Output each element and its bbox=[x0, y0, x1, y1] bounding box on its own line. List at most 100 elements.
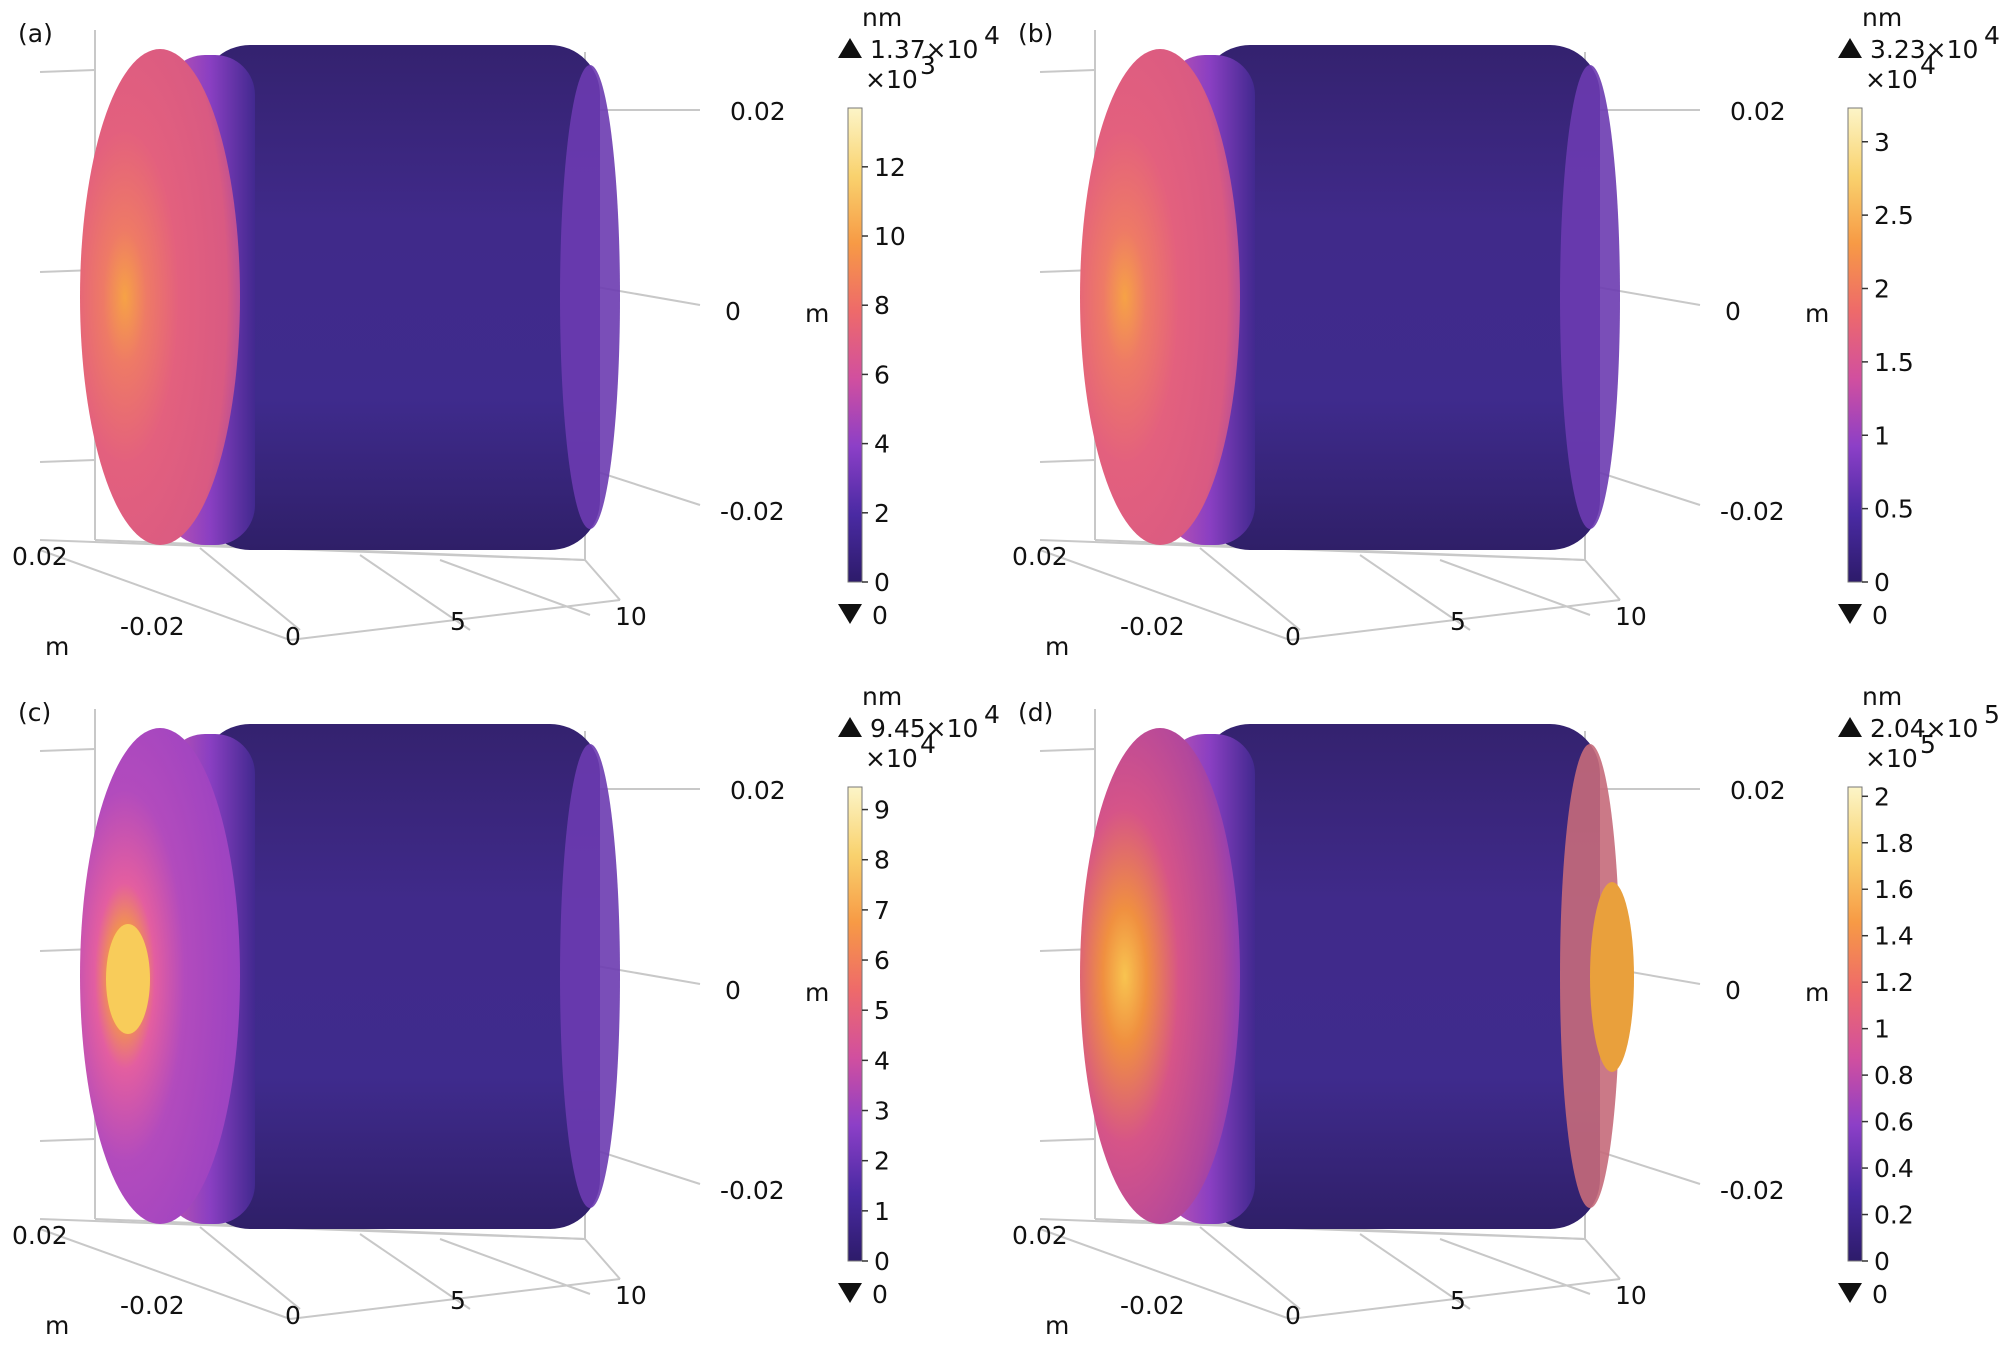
depth-tick-label: 0.02 bbox=[12, 542, 68, 571]
grid-line bbox=[199, 1226, 301, 1310]
x-tick-label: 5 bbox=[1450, 607, 1466, 636]
right-hotspot bbox=[1590, 882, 1634, 1072]
colorbar-gradient bbox=[847, 107, 863, 583]
panel-b: (b) 0.02 0 -0.02 -0.02 0 5 10 0.02 m 0 0.5 1 1.5 2 2.5 3… bbox=[1000, 0, 2000, 679]
panel-graphic: (c) 0.02 0 -0.02 -0.02 0 5 10 0.02 m 0 1 2 3 4 5 6 7 8 9 nm 9… bbox=[12, 682, 1000, 1340]
panel-graphic: (a) 0.02 0 -0.02 -0.02 0 5 10 0.02 m 0 2 4 6 8 10 12 nm 1.… bbox=[12, 3, 1000, 661]
y-tick-label: 0.02 bbox=[730, 97, 786, 126]
grid-line bbox=[39, 69, 96, 73]
cylinder-body bbox=[1200, 724, 1600, 1229]
colorbar-tick-label: 0 bbox=[1874, 1247, 1890, 1276]
cylinder-body bbox=[200, 724, 600, 1229]
y-tick-label: 0 bbox=[725, 297, 741, 326]
x-tick-label: 5 bbox=[450, 1286, 466, 1315]
depth-tick-label: 0.02 bbox=[1012, 542, 1068, 571]
depth-unit-label: m bbox=[1045, 632, 1069, 661]
left-peak bbox=[106, 924, 150, 1034]
max-exponent: 4 bbox=[984, 700, 1000, 729]
colorbar-tick-label: 6 bbox=[874, 360, 890, 389]
colorbar-tick-label: 0.2 bbox=[1874, 1201, 1914, 1230]
grid-line bbox=[1039, 1228, 1291, 1320]
colorbar-tick-label: 1.6 bbox=[1874, 875, 1914, 904]
colorbar-tick-label: 9 bbox=[874, 796, 890, 825]
right-end-cap bbox=[560, 744, 620, 1208]
grid-line bbox=[439, 559, 591, 616]
grid-line bbox=[1199, 1226, 1301, 1310]
x-tick-label: -0.02 bbox=[120, 612, 185, 641]
colorbar-axis-unit: m bbox=[1805, 299, 1829, 328]
min-value-label: 0 bbox=[872, 1280, 888, 1309]
colorbar-tick-label: 0 bbox=[874, 1247, 890, 1276]
colorbar-gradient bbox=[1847, 786, 1863, 1262]
x-tick-label: -0.02 bbox=[1120, 1291, 1185, 1320]
left-end-face bbox=[80, 728, 240, 1224]
grid-line bbox=[39, 549, 291, 641]
grid-line bbox=[199, 547, 301, 631]
min-triangle-icon bbox=[838, 1283, 862, 1303]
colorbar-tick-label: 0.8 bbox=[1874, 1061, 1914, 1090]
colorbar-tick-label: 4 bbox=[874, 1046, 890, 1075]
x-tick-label: 0 bbox=[285, 622, 301, 651]
max-triangle-icon bbox=[838, 38, 862, 58]
colorbar: 0 1 2 3 4 5 6 7 8 9 bbox=[847, 786, 890, 1276]
grid-line bbox=[1039, 748, 1096, 752]
depth-unit-label: m bbox=[1045, 1311, 1069, 1340]
x-tick-label: 10 bbox=[1615, 602, 1647, 631]
panel-d: (d) 0.02 0 -0.02 -0.02 0 5 10 0.02 m 0 0.2 0.4 0.6 0.8… bbox=[1000, 679, 2000, 1358]
x-tick-label: 10 bbox=[1615, 1281, 1647, 1310]
colorbar-tick-label: 1 bbox=[1874, 1015, 1890, 1044]
min-triangle-icon bbox=[1838, 604, 1862, 624]
colorbar-axis-unit: m bbox=[805, 978, 829, 1007]
min-triangle-icon bbox=[1838, 1283, 1862, 1303]
max-exponent: 5 bbox=[1984, 700, 2000, 729]
panel-label: (a) bbox=[18, 19, 53, 48]
colorbar-axis-unit: m bbox=[1805, 978, 1829, 1007]
grid-line bbox=[39, 459, 96, 463]
x-tick-label: 10 bbox=[615, 602, 647, 631]
colorbar-tick-label: 0 bbox=[874, 568, 890, 597]
depth-tick-label: 0.02 bbox=[12, 1221, 68, 1250]
grid-line bbox=[39, 748, 96, 752]
colorbar-axis-unit: m bbox=[805, 299, 829, 328]
cylinder-body bbox=[200, 45, 600, 550]
max-value-label: 3.23×10 bbox=[1870, 35, 1978, 64]
grid-line bbox=[359, 554, 471, 631]
x-tick-label: 5 bbox=[1450, 1286, 1466, 1315]
y-tick-label: 0.02 bbox=[1730, 97, 1786, 126]
y-tick-label: -0.02 bbox=[720, 497, 785, 526]
grid-line bbox=[39, 1138, 96, 1142]
colorbar-tick-label: 1 bbox=[1874, 421, 1890, 450]
x-tick-label: -0.02 bbox=[120, 1291, 185, 1320]
max-value-label: 1.37×10 bbox=[870, 35, 978, 64]
cylinder-shape bbox=[1080, 45, 1620, 550]
cylinder-shape bbox=[80, 724, 620, 1229]
right-end-cap bbox=[1560, 744, 1620, 1208]
colorbar-unit: nm bbox=[1862, 682, 1902, 711]
panel-a: (a) 0.02 0 -0.02 -0.02 0 5 10 0.02 m 0 2 4 6 8 10 12 nm 1.… bbox=[0, 0, 1000, 679]
grid-line bbox=[1584, 559, 1621, 601]
multiplier-exponent: 4 bbox=[1920, 51, 1936, 80]
cylinder-shape bbox=[1080, 724, 1634, 1229]
left-end-face bbox=[1080, 728, 1240, 1224]
colorbar-tick-label: 12 bbox=[874, 153, 906, 182]
grid-line bbox=[39, 1228, 291, 1320]
colorbar-tick-label: 2 bbox=[874, 1147, 890, 1176]
y-tick-label: -0.02 bbox=[1720, 497, 1785, 526]
grid-line bbox=[1359, 554, 1471, 631]
colorbar-tick-label: 5 bbox=[874, 996, 890, 1025]
y-tick-label: -0.02 bbox=[720, 1176, 785, 1205]
colorbar-tick-label: 8 bbox=[874, 846, 890, 875]
grid-line bbox=[1359, 1233, 1471, 1310]
max-triangle-icon bbox=[1838, 38, 1862, 58]
y-tick-label: 0 bbox=[1725, 297, 1741, 326]
colorbar-unit: nm bbox=[862, 3, 902, 32]
y-tick-label: 0 bbox=[1725, 976, 1741, 1005]
colorbar-tick-label: 2.5 bbox=[1874, 201, 1914, 230]
colorbar-tick-label: 1.2 bbox=[1874, 968, 1914, 997]
colorbar-tick-label: 1.8 bbox=[1874, 829, 1914, 858]
min-value-label: 0 bbox=[1872, 601, 1888, 630]
colorbar-tick-label: 1.5 bbox=[1874, 348, 1914, 377]
colorbar-tick-label: 1.4 bbox=[1874, 922, 1914, 951]
grid-line bbox=[1039, 459, 1096, 463]
cylinder-body bbox=[1200, 45, 1600, 550]
